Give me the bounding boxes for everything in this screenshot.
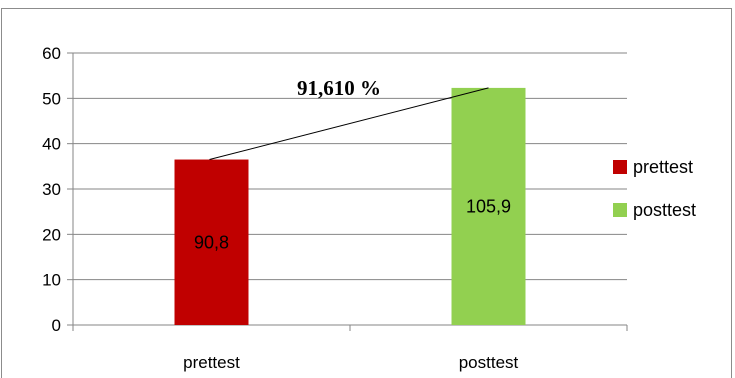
bar-prettest — [174, 159, 249, 325]
y-tick-label: 40 — [42, 135, 61, 154]
y-tick-label: 20 — [42, 225, 61, 244]
bar-data-label: 90,8 — [194, 232, 229, 252]
y-tick-label: 0 — [52, 316, 61, 335]
bar-posttest — [451, 87, 526, 325]
legend-label: posttest — [633, 200, 696, 220]
x-category-label: prettest — [183, 353, 240, 372]
y-tick-label: 30 — [42, 180, 61, 199]
legend-swatch-prettest — [613, 160, 627, 174]
annotation-text: 91,610 % — [297, 76, 381, 100]
annotation-connector-line — [209, 87, 489, 161]
y-tick-label: 50 — [42, 89, 61, 108]
y-tick-label: 60 — [42, 44, 61, 63]
legend-label: prettest — [633, 157, 693, 177]
legend-swatch-posttest — [613, 203, 627, 217]
x-category-label: posttest — [459, 353, 519, 372]
chart-area: 0 10 20 30 40 50 60 prettest posttest 90,8 105,9 … — [1, 8, 732, 378]
y-tick-label: 10 — [42, 271, 61, 290]
bar-data-label: 105,9 — [466, 196, 511, 216]
